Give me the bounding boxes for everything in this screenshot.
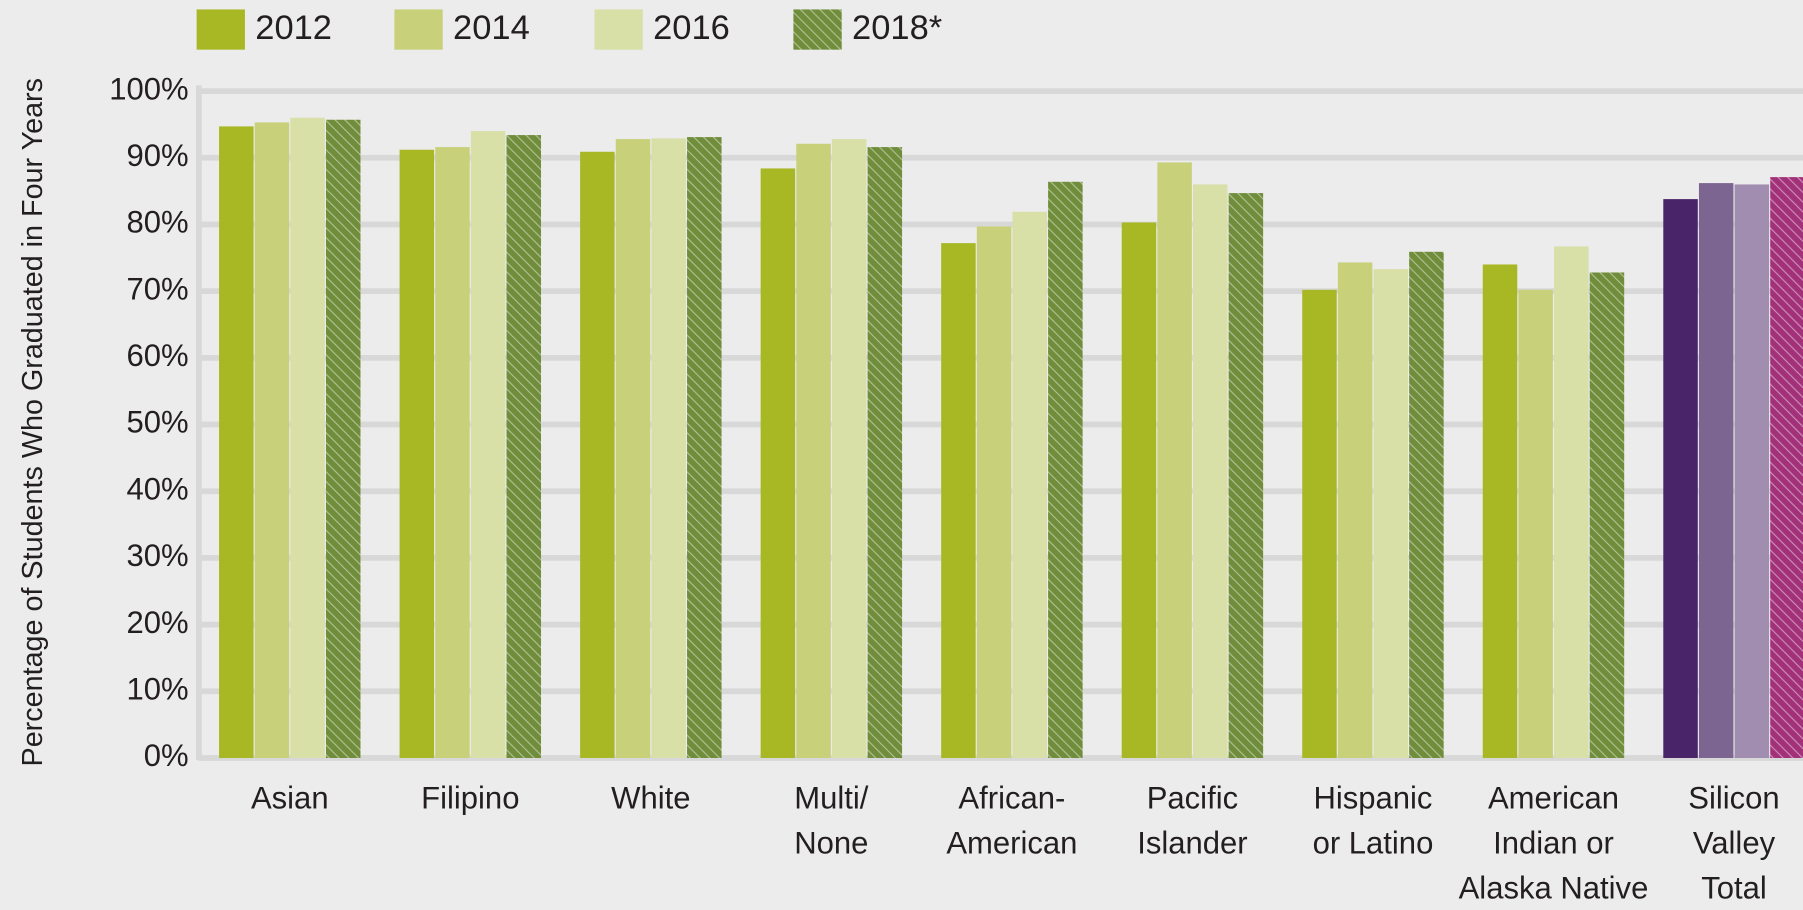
- x-tick-label: Total: [1701, 870, 1767, 905]
- bar: [1663, 199, 1698, 758]
- bar: [1012, 211, 1047, 758]
- bar: [1554, 246, 1589, 758]
- bar: [615, 139, 651, 758]
- bar: [254, 122, 290, 758]
- bar: [1157, 162, 1192, 758]
- x-tick-label: American: [1488, 781, 1619, 816]
- bar: [506, 135, 542, 758]
- bar: [831, 139, 867, 758]
- legend-label: 2012: [255, 9, 332, 47]
- bar: [1373, 269, 1409, 758]
- x-tick-label: Alaska Native: [1459, 870, 1649, 905]
- bar: [1228, 193, 1264, 758]
- y-tick-label: 100%: [109, 71, 188, 106]
- bar: [399, 149, 435, 758]
- y-tick-label: 50%: [126, 405, 188, 440]
- bar: [687, 137, 722, 758]
- x-tick-label: Valley: [1693, 826, 1776, 861]
- y-tick-label: 80%: [126, 205, 188, 240]
- legend-label: 2014: [453, 9, 530, 47]
- legend-label: 2016: [653, 9, 730, 47]
- bar: [651, 138, 686, 758]
- bar: [976, 226, 1012, 758]
- bar: [1192, 184, 1228, 758]
- bar: [325, 119, 361, 758]
- y-tick-label: 30%: [126, 538, 188, 573]
- bar: [470, 131, 506, 758]
- bar: [580, 151, 615, 758]
- bar: [1770, 177, 1803, 758]
- y-axis-label: Percentage of Students Who Graduated in …: [17, 78, 49, 766]
- legend-swatch: [196, 9, 245, 50]
- y-tick-label: 20%: [126, 605, 188, 640]
- bar: [941, 243, 976, 758]
- legend-label: 2018*: [852, 9, 942, 47]
- bar: [435, 147, 470, 758]
- bar: [1302, 289, 1337, 758]
- bar: [1121, 222, 1157, 758]
- x-tick-label: None: [794, 826, 868, 861]
- legend-swatch: [594, 9, 643, 50]
- bar: [1734, 184, 1770, 758]
- bar: [1482, 264, 1518, 758]
- x-tick-label: or Latino: [1313, 826, 1434, 861]
- bar: [219, 126, 254, 758]
- x-tick-label: Multi/: [794, 781, 869, 816]
- y-tick-label: 60%: [126, 338, 188, 373]
- x-tick-label: White: [611, 781, 690, 816]
- x-tick-label: Indian or: [1493, 826, 1614, 861]
- x-tick-label: Filipino: [421, 781, 519, 816]
- bar: [1518, 289, 1553, 758]
- bar: [867, 147, 903, 758]
- bar: [1337, 262, 1373, 758]
- legend-swatch: [793, 9, 842, 50]
- y-tick-label: 90%: [126, 138, 188, 173]
- x-tick-label: Asian: [251, 781, 329, 816]
- bar: [1589, 272, 1625, 758]
- bar: [796, 143, 831, 758]
- bar: [1048, 181, 1083, 758]
- bar: [1698, 183, 1734, 758]
- x-tick-label: Silicon: [1688, 781, 1779, 816]
- x-tick-label: American: [946, 826, 1077, 861]
- x-tick-label: Hispanic: [1313, 781, 1432, 816]
- x-tick-label: Islander: [1137, 826, 1247, 861]
- y-tick-label: 0%: [144, 738, 189, 773]
- x-tick-label: Pacific: [1147, 781, 1238, 816]
- bar: [1409, 251, 1444, 758]
- bar: [290, 117, 325, 758]
- x-tick-label: African-: [958, 781, 1065, 816]
- legend-swatch: [394, 9, 443, 50]
- bar: [760, 168, 796, 758]
- y-tick-label: 70%: [126, 271, 188, 306]
- y-tick-label: 40%: [126, 471, 188, 506]
- y-tick-label: 10%: [126, 672, 188, 707]
